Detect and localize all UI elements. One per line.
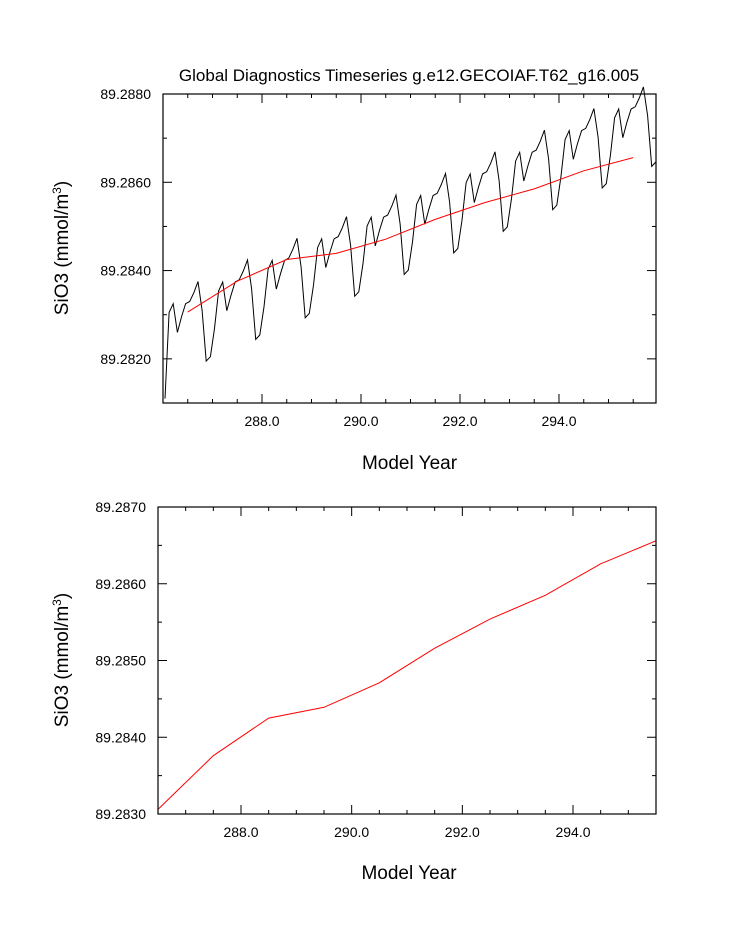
top-plot-frame	[162, 93, 657, 404]
monthly-series-line	[164, 86, 657, 399]
y-tick-label: 89.2840	[95, 729, 146, 745]
y-tick-label: 89.2880	[100, 86, 151, 102]
x-tick-label: 294.0	[541, 413, 576, 429]
top-y-tick-labels: 89.2820 89.2840 89.2860 89.2880	[100, 86, 151, 367]
top-y-axis-label-sup: 3	[50, 187, 64, 194]
x-tick-label: 292.0	[445, 824, 480, 840]
annual-mean-series-line-bottom	[157, 540, 657, 810]
bottom-y-tick-labels: 89.2830 89.2840 89.2850 89.2860 89.2870	[95, 499, 146, 822]
x-tick-label: 288.0	[244, 413, 279, 429]
bottom-plot-frame	[157, 506, 657, 815]
y-tick-label: 89.2860	[100, 174, 151, 190]
x-tick-label: 294.0	[555, 824, 590, 840]
x-tick-label: 290.0	[343, 413, 378, 429]
annual-mean-series-line	[187, 157, 634, 313]
timeseries-panel-top: Global Diagnostics Timeseries g.e12.GECO…	[50, 66, 657, 474]
top-y-axis-label: SiO3 (mmol/m3)	[50, 181, 73, 315]
top-x-tick-labels: 288.0 290.0 292.0 294.0	[244, 413, 576, 429]
bottom-x-axis-label: Model Year	[361, 863, 457, 884]
y-tick-label: 89.2870	[95, 499, 146, 515]
bottom-y-axis-label-close: )	[52, 593, 73, 599]
y-tick-label: 89.2830	[95, 806, 146, 822]
x-tick-label: 292.0	[442, 413, 477, 429]
top-y-axis-label-close: )	[52, 181, 73, 187]
y-tick-label: 89.2820	[100, 351, 151, 367]
bottom-y-axis-label-main: SiO3 (mmol/m	[52, 606, 73, 727]
top-axis-ticks	[162, 93, 656, 404]
top-x-axis-label: Model Year	[362, 453, 458, 474]
y-tick-label: 89.2850	[95, 653, 146, 669]
y-tick-label: 89.2860	[95, 576, 146, 592]
bottom-x-tick-labels: 288.0 290.0 292.0 294.0	[223, 824, 590, 840]
chart-title: Global Diagnostics Timeseries g.e12.GECO…	[179, 66, 639, 85]
bottom-axis-ticks	[157, 506, 657, 815]
timeseries-panel-bottom: 288.0 290.0 292.0 294.0 89.283089.284089.28…	[50, 499, 657, 884]
x-tick-label: 288.0	[223, 824, 258, 840]
bottom-y-axis-label: SiO3 (mmol/m3)	[50, 593, 73, 727]
y-tick-label: 89.2840	[100, 263, 151, 279]
top-y-axis-label-main: SiO3 (mmol/m	[52, 194, 73, 315]
x-tick-label: 290.0	[334, 824, 369, 840]
bottom-y-axis-label-sup: 3	[50, 599, 64, 606]
